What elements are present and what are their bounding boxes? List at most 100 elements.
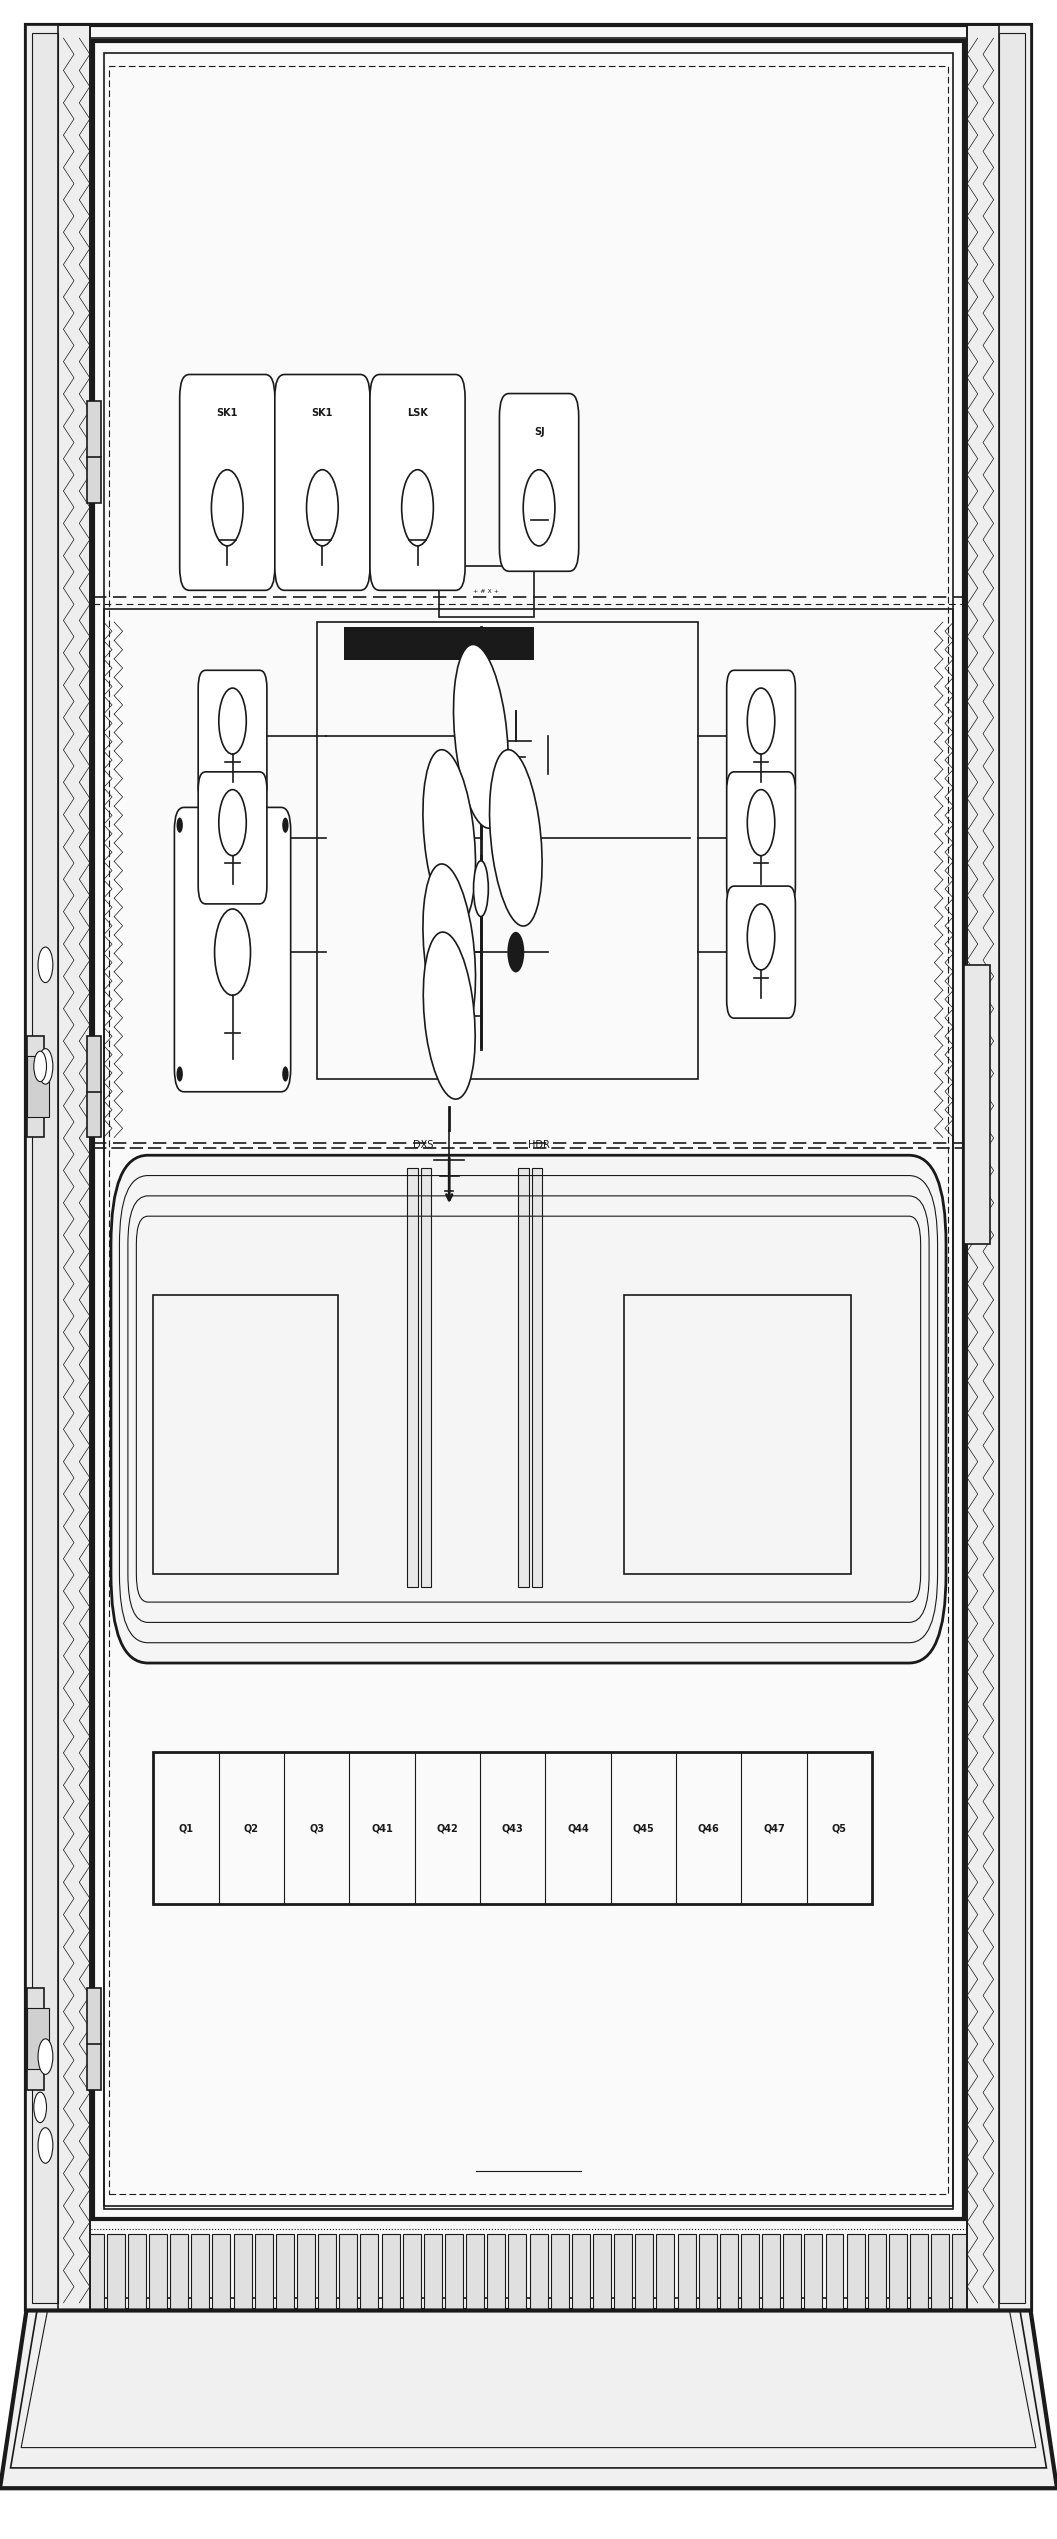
Bar xyxy=(48,2295,69,2331)
FancyBboxPatch shape xyxy=(275,376,370,589)
Text: + # X +: + # X + xyxy=(474,589,499,594)
FancyBboxPatch shape xyxy=(199,772,266,904)
Ellipse shape xyxy=(489,749,542,927)
Ellipse shape xyxy=(474,861,488,917)
Bar xyxy=(170,2234,188,2316)
Bar xyxy=(952,2234,970,2316)
Bar xyxy=(191,2234,209,2316)
Bar xyxy=(109,66,948,2194)
Text: LSK: LSK xyxy=(407,409,428,416)
Bar xyxy=(32,38,1025,2298)
Bar xyxy=(973,2234,991,2316)
Bar xyxy=(967,25,999,2310)
Text: Q3: Q3 xyxy=(309,1823,324,1833)
Text: Q47: Q47 xyxy=(763,1823,785,1833)
Bar xyxy=(26,25,90,2310)
Circle shape xyxy=(38,947,53,983)
Circle shape xyxy=(282,1066,289,1082)
Bar xyxy=(87,401,101,503)
Bar xyxy=(27,1056,49,1117)
Bar xyxy=(58,25,90,2310)
Bar xyxy=(931,2234,949,2316)
Bar xyxy=(87,1036,101,1137)
Bar xyxy=(104,609,953,2209)
Bar xyxy=(518,1168,528,1587)
Bar xyxy=(344,627,534,660)
Bar xyxy=(826,2234,843,2316)
Circle shape xyxy=(177,818,183,833)
FancyBboxPatch shape xyxy=(111,1155,946,1663)
Text: Q42: Q42 xyxy=(437,1823,458,1833)
Bar xyxy=(27,1988,44,2090)
Ellipse shape xyxy=(453,645,508,828)
Circle shape xyxy=(177,1066,183,1082)
Text: SK1: SK1 xyxy=(312,409,333,416)
Circle shape xyxy=(34,1051,47,1082)
FancyBboxPatch shape xyxy=(727,772,795,904)
Bar xyxy=(317,622,698,1079)
Bar xyxy=(532,1168,542,1587)
Bar xyxy=(128,2234,146,2316)
Bar xyxy=(27,1036,44,1137)
Bar xyxy=(656,2234,674,2316)
Bar xyxy=(104,53,953,2206)
Bar xyxy=(149,2234,167,2316)
Bar xyxy=(382,2234,400,2316)
Text: Q46: Q46 xyxy=(698,1823,720,1833)
Circle shape xyxy=(34,2092,47,2123)
Bar xyxy=(339,2234,357,2316)
Bar xyxy=(614,2234,632,2316)
Bar xyxy=(153,1295,338,1574)
Bar xyxy=(530,2234,548,2316)
FancyBboxPatch shape xyxy=(500,394,579,571)
Polygon shape xyxy=(0,2310,1057,2488)
Circle shape xyxy=(507,932,524,972)
Bar xyxy=(424,2234,442,2316)
Bar xyxy=(87,1988,101,2090)
Bar xyxy=(678,2234,696,2316)
Bar xyxy=(699,2234,717,2316)
Bar xyxy=(32,33,58,2303)
Bar xyxy=(107,2234,125,2316)
Circle shape xyxy=(282,818,289,833)
Bar xyxy=(27,2008,49,2069)
Text: Q5: Q5 xyxy=(832,1823,847,1833)
Bar xyxy=(910,2234,928,2316)
Bar xyxy=(64,2234,82,2316)
Bar xyxy=(635,2234,653,2316)
Bar xyxy=(983,2295,1004,2331)
Bar xyxy=(153,1752,872,1904)
Bar xyxy=(847,2234,865,2316)
Text: SJ: SJ xyxy=(534,427,544,437)
Bar xyxy=(234,2234,252,2316)
Bar xyxy=(297,2234,315,2316)
Bar xyxy=(967,25,1031,2310)
Bar xyxy=(762,2234,780,2316)
Bar xyxy=(889,2234,907,2316)
Bar xyxy=(593,2234,611,2316)
Ellipse shape xyxy=(423,749,476,927)
Text: Q44: Q44 xyxy=(568,1823,589,1833)
Bar xyxy=(86,2234,104,2316)
Bar xyxy=(255,2234,273,2316)
Bar xyxy=(964,965,990,1244)
Bar xyxy=(572,2234,590,2316)
Bar xyxy=(868,2234,886,2316)
Text: Q43: Q43 xyxy=(502,1823,523,1833)
Text: HDR: HDR xyxy=(528,1140,550,1150)
Bar xyxy=(466,2234,484,2316)
FancyBboxPatch shape xyxy=(727,670,795,802)
Bar xyxy=(624,1295,851,1574)
Bar xyxy=(804,2234,822,2316)
Bar xyxy=(487,2234,505,2316)
Bar xyxy=(407,1168,418,1587)
Text: SK1: SK1 xyxy=(217,409,238,416)
Bar xyxy=(551,2234,569,2316)
Bar xyxy=(720,2234,738,2316)
Bar xyxy=(212,2234,230,2316)
Ellipse shape xyxy=(423,932,476,1099)
Text: Q45: Q45 xyxy=(632,1823,654,1833)
Circle shape xyxy=(38,1049,53,1084)
Ellipse shape xyxy=(423,863,476,1041)
Bar xyxy=(508,2234,526,2316)
